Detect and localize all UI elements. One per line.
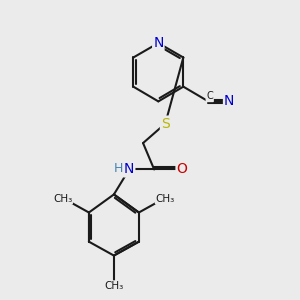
Text: H: H	[114, 162, 123, 175]
Text: CH₃: CH₃	[104, 281, 124, 291]
Text: N: N	[124, 162, 134, 176]
Text: O: O	[176, 162, 188, 176]
Text: C: C	[206, 92, 213, 101]
Text: CH₃: CH₃	[156, 194, 175, 204]
Text: CH₃: CH₃	[53, 194, 72, 204]
Text: N: N	[153, 36, 164, 50]
Text: S: S	[161, 117, 170, 130]
Text: N: N	[224, 94, 234, 108]
